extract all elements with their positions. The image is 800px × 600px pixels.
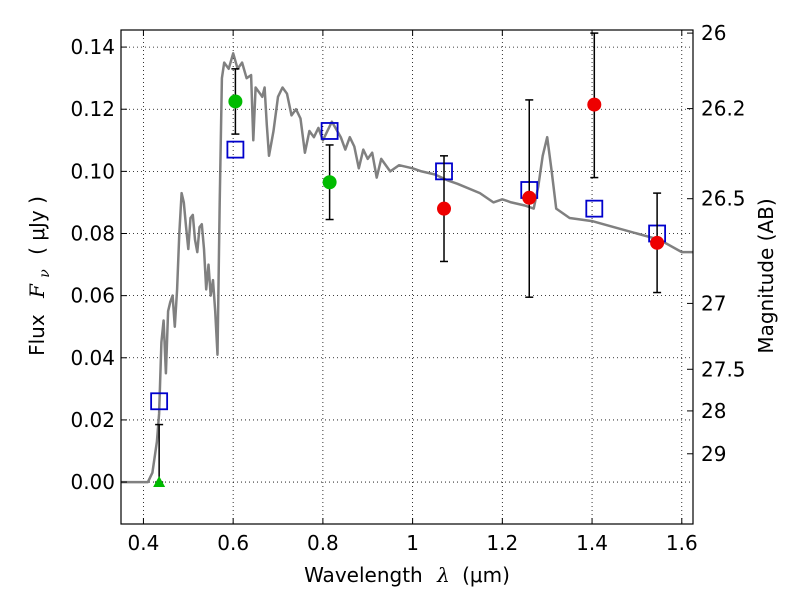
- y-axis-label: Flux F ν ( μJy ): [25, 196, 54, 356]
- observed-upper-limit-triangle: [153, 476, 166, 488]
- x-tick-label: 1.6: [666, 531, 698, 555]
- tick-marks: [121, 30, 693, 524]
- observed-point-red: [650, 235, 665, 250]
- y2-tick-label: 27.5: [701, 357, 746, 381]
- model-band-square: [226, 140, 245, 159]
- x-axis-label: Wavelength λ (μm): [304, 563, 510, 587]
- y2-axis-label: Magnitude (AB): [754, 198, 778, 353]
- x-tick-label: 1.2: [486, 531, 518, 555]
- y-tick-label: 0.02: [70, 408, 115, 432]
- y-axis-label-unit: ( μJy ): [25, 196, 49, 255]
- x-axis-label-prefix: Wavelength: [304, 563, 423, 587]
- y-tick-label: 0.06: [70, 284, 115, 308]
- y-tick-label: 0.12: [70, 97, 115, 121]
- y-tick-label: 0.10: [70, 159, 115, 183]
- x-tick-label: 1.4: [576, 531, 608, 555]
- y2-tick-label: 28: [701, 399, 726, 423]
- observed-point-red: [522, 190, 537, 205]
- y2-tick-label: 27: [701, 291, 726, 315]
- plot-area: [121, 32, 693, 488]
- y-tick-label: 0.08: [70, 222, 115, 246]
- y-axis-label-prefix: Flux: [25, 314, 49, 356]
- y2-tick-label: 29: [701, 442, 726, 466]
- model-band-square: [585, 199, 604, 218]
- y2-tick-label: 26.5: [701, 187, 746, 211]
- plot-frame: [120, 29, 694, 525]
- x-tick-label: 0.8: [307, 531, 339, 555]
- x-axis-label-unit: (μm): [462, 563, 510, 587]
- y-tick-label: 0.14: [70, 35, 115, 59]
- y-axis-label-subscript: ν: [37, 269, 53, 278]
- x-tick-label: 0.4: [128, 531, 160, 555]
- model-band-square: [320, 122, 339, 140]
- model-band-square: [150, 392, 169, 411]
- x-tick-label: 0.6: [217, 531, 249, 555]
- y-axis-label-symbol: F: [25, 283, 49, 299]
- observed-point-red: [587, 97, 602, 112]
- y-tick-label: 0.04: [70, 346, 115, 370]
- y2-tick-label: 26.2: [701, 97, 746, 121]
- y2-tick-label: 26: [701, 21, 726, 45]
- x-tick-label: 1: [406, 531, 419, 555]
- observed-point-green: [322, 175, 337, 190]
- x-axis-label-symbol: λ: [436, 563, 450, 587]
- observed-point-red: [437, 201, 452, 216]
- observed-point-green: [228, 94, 243, 109]
- y-tick-label: 0.00: [70, 470, 115, 494]
- model-sed-line: [121, 52, 693, 484]
